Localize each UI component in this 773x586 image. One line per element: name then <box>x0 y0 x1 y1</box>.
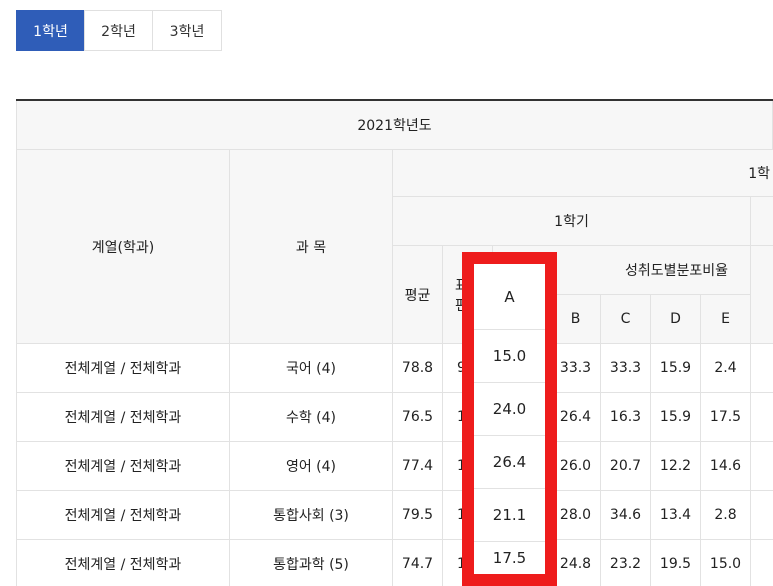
cell-subject: 수학 (4) <box>230 393 393 442</box>
cell-e: 2.4 <box>701 344 751 393</box>
cell-c: 23.2 <box>601 540 651 586</box>
cell-d: 19.5 <box>651 540 701 586</box>
cell-avg: 76.5 <box>393 393 443 442</box>
header-grade: 1학 <box>393 150 773 197</box>
cell-e: 17.5 <box>701 393 751 442</box>
cell-b: 28.0 <box>551 491 601 540</box>
highlight-column-a: A 15.0 24.0 26.4 21.1 17.5 <box>462 252 557 586</box>
cell-d: 13.4 <box>651 491 701 540</box>
cell-subject: 국어 (4) <box>230 344 393 393</box>
tab-grade-2[interactable]: 2학년 <box>84 10 153 51</box>
tab-grade-3[interactable]: 3학년 <box>152 10 222 51</box>
cell-e: 14.6 <box>701 442 751 491</box>
cell-c: 34.6 <box>601 491 651 540</box>
highlight-a-row-3: 26.4 <box>474 436 545 489</box>
grade-tabs: 1학년 2학년 3학년 <box>16 10 222 51</box>
highlight-a-row-2: 24.0 <box>474 383 545 436</box>
highlight-a-row-4: 21.1 <box>474 489 545 542</box>
highlight-a-row-1: 15.0 <box>474 330 545 383</box>
cell-c: 20.7 <box>601 442 651 491</box>
cell-b: 33.3 <box>551 344 601 393</box>
cell-d: 15.9 <box>651 344 701 393</box>
cell-subject: 통합과학 (5) <box>230 540 393 586</box>
header-e: E <box>701 295 751 344</box>
table-top-border <box>16 99 773 101</box>
achievement-table: 2021학년도 계열(학과) 과 목 1학 1학기 평균 표 편 성취도별분포비… <box>16 99 773 586</box>
cell-dept: 전체계열 / 전체학과 <box>16 344 230 393</box>
cell-subject: 영어 (4) <box>230 442 393 491</box>
cell-next <box>751 540 773 586</box>
cell-d: 12.2 <box>651 442 701 491</box>
header-dept: 계열(학과) <box>16 150 230 344</box>
cell-subject: 통합사회 (3) <box>230 491 393 540</box>
cell-dept: 전체계열 / 전체학과 <box>16 393 230 442</box>
header-next-group <box>751 246 773 344</box>
cell-next <box>751 393 773 442</box>
header-semester-next <box>751 197 773 246</box>
cell-avg: 78.8 <box>393 344 443 393</box>
cell-next <box>751 491 773 540</box>
cell-next <box>751 344 773 393</box>
highlight-header-a: A <box>474 264 545 330</box>
cell-b: 26.4 <box>551 393 601 442</box>
cell-dept: 전체계열 / 전체학과 <box>16 491 230 540</box>
cell-dept: 전체계열 / 전체학과 <box>16 540 230 586</box>
tab-grade-1[interactable]: 1학년 <box>16 10 85 51</box>
cell-e: 2.8 <box>701 491 751 540</box>
cell-e: 15.0 <box>701 540 751 586</box>
header-year: 2021학년도 <box>16 101 773 150</box>
highlight-a-row-5: 17.5 <box>492 549 527 567</box>
header-subject: 과 목 <box>230 150 393 344</box>
cell-d: 15.9 <box>651 393 701 442</box>
header-semester: 1학기 <box>393 197 751 246</box>
cell-avg: 79.5 <box>393 491 443 540</box>
cell-c: 33.3 <box>601 344 651 393</box>
header-b: B <box>551 295 601 344</box>
cell-b: 24.8 <box>551 540 601 586</box>
header-avg: 평균 <box>393 246 443 344</box>
header-c: C <box>601 295 651 344</box>
cell-c: 16.3 <box>601 393 651 442</box>
cell-avg: 77.4 <box>393 442 443 491</box>
cell-next <box>751 442 773 491</box>
cell-dept: 전체계열 / 전체학과 <box>16 442 230 491</box>
header-d: D <box>651 295 701 344</box>
cell-avg: 74.7 <box>393 540 443 586</box>
cell-b: 26.0 <box>551 442 601 491</box>
